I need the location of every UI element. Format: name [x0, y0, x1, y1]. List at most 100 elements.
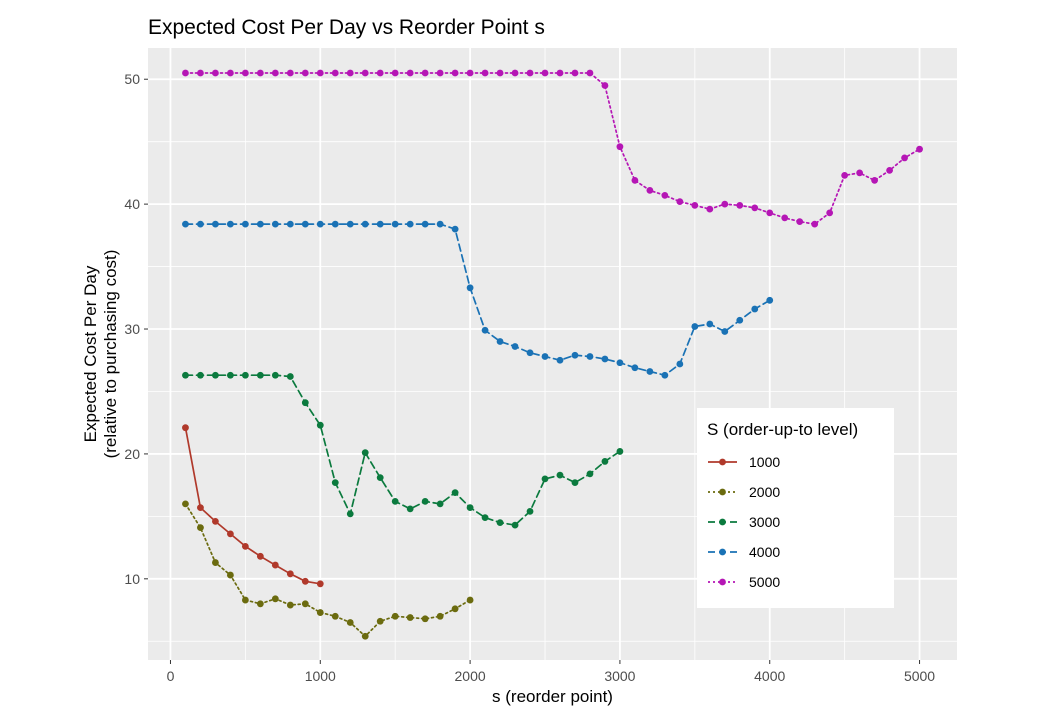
- data-point: [556, 471, 564, 479]
- data-point: [631, 176, 639, 184]
- data-point: [766, 296, 774, 304]
- data-point: [226, 69, 234, 77]
- y-axis-title-line2: (relative to purchasing cost): [101, 250, 120, 459]
- data-point: [391, 69, 399, 77]
- data-point: [481, 326, 489, 334]
- axes: 0 1000 2000 3000 4000 5000 10 20 30 40 50: [124, 71, 935, 684]
- data-point: [346, 619, 354, 626]
- y-tick-label: 30: [124, 321, 140, 337]
- data-point: [331, 612, 339, 620]
- legend-label: 2000: [749, 484, 780, 500]
- data-point: [466, 596, 474, 604]
- data-point: [541, 475, 549, 483]
- data-point: [316, 609, 324, 616]
- legend-title: S (order-up-to level): [707, 420, 858, 439]
- x-tick-label: 1000: [305, 668, 336, 684]
- data-point: [376, 220, 384, 228]
- data-point: [256, 69, 264, 77]
- series-2000: [182, 500, 474, 640]
- data-point: [631, 364, 639, 372]
- legend-item-5000: 5000: [708, 574, 780, 590]
- data-point: [466, 69, 474, 77]
- data-point: [751, 305, 759, 313]
- data-point: [511, 521, 519, 529]
- data-point: [421, 69, 429, 77]
- data-point: [286, 220, 294, 228]
- data-point: [301, 220, 309, 228]
- data-point: [721, 328, 729, 335]
- y-tick-label: 40: [124, 196, 140, 212]
- legend-label: 1000: [749, 454, 780, 470]
- data-point: [676, 360, 684, 368]
- data-point: [182, 69, 189, 77]
- legend-item-4000: 4000: [708, 544, 780, 560]
- x-tick-label: 3000: [604, 668, 635, 684]
- legend-item-3000: 3000: [708, 514, 780, 530]
- data-point: [197, 504, 204, 512]
- data-point: [316, 220, 324, 228]
- data-point: [481, 69, 489, 77]
- data-point: [526, 349, 534, 357]
- series-line-1000: [184, 426, 322, 585]
- data-point: [841, 171, 849, 179]
- data-point: [331, 479, 339, 487]
- data-point: [781, 214, 789, 222]
- data-point: [496, 519, 504, 527]
- data-point: [256, 220, 264, 228]
- data-point: [691, 323, 699, 330]
- data-point: [646, 186, 654, 194]
- data-point: [541, 353, 549, 360]
- data-point: [316, 421, 324, 429]
- data-point: [226, 571, 234, 579]
- series-3000: [182, 371, 624, 529]
- chart-title: Expected Cost Per Day vs Reorder Point s: [148, 16, 545, 39]
- data-point: [197, 220, 204, 228]
- data-point: [271, 561, 279, 569]
- data-point: [541, 69, 549, 77]
- data-point: [856, 169, 864, 177]
- data-point: [421, 615, 429, 623]
- data-point: [286, 601, 294, 609]
- data-point: [601, 82, 609, 89]
- data-point: [256, 371, 264, 379]
- data-point: [197, 524, 204, 532]
- data-point: [466, 284, 474, 292]
- legend-label: 3000: [749, 514, 780, 530]
- y-tick-label: 10: [124, 571, 140, 587]
- data-point: [391, 497, 399, 505]
- data-point: [271, 69, 279, 77]
- data-point: [286, 373, 294, 380]
- data-point: [526, 69, 534, 77]
- series-layer: [182, 69, 923, 640]
- legend-key-point: [719, 578, 726, 586]
- data-point: [376, 69, 384, 77]
- data-point: [361, 69, 369, 77]
- data-point: [406, 505, 414, 513]
- legend-background: [697, 408, 894, 608]
- x-tick-label: 5000: [904, 668, 935, 684]
- data-point: [586, 69, 594, 77]
- data-point: [646, 368, 654, 375]
- data-point: [271, 595, 279, 603]
- data-point: [706, 205, 714, 213]
- data-point: [526, 507, 534, 515]
- data-point: [182, 371, 189, 379]
- data-point: [361, 632, 369, 640]
- data-point: [601, 355, 609, 363]
- data-point: [301, 399, 309, 407]
- data-point: [241, 220, 249, 228]
- data-point: [361, 220, 369, 228]
- data-point: [736, 316, 744, 324]
- data-point: [316, 580, 324, 588]
- data-point: [571, 479, 579, 487]
- legend-key-point: [719, 488, 726, 496]
- data-point: [241, 542, 249, 550]
- data-point: [616, 448, 624, 455]
- data-point: [241, 69, 249, 77]
- data-point: [496, 69, 504, 77]
- data-point: [182, 220, 189, 228]
- data-point: [511, 69, 519, 77]
- data-point: [451, 225, 459, 233]
- data-point: [391, 612, 399, 620]
- data-point: [361, 449, 369, 457]
